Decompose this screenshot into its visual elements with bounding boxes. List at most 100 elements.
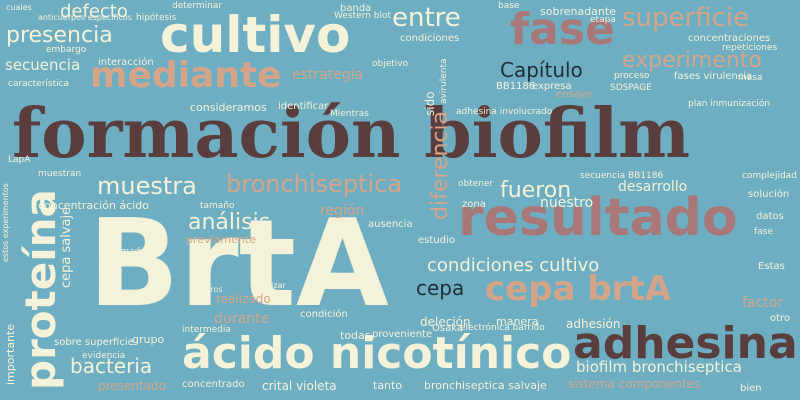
cloud-word: cuales: [6, 3, 32, 12]
cloud-word: experimento: [622, 48, 762, 73]
cloud-word: interacción: [98, 57, 154, 68]
cloud-word: avirulenta: [439, 58, 449, 104]
cloud-word: BrtA: [88, 195, 389, 334]
cloud-word: BB1186: [496, 81, 536, 92]
cloud-word: concentraciones: [688, 33, 771, 44]
cloud-word: resultado: [458, 188, 738, 248]
cloud-word: cultivo: [160, 6, 351, 64]
cloud-word: ausencia: [368, 219, 413, 230]
cloud-word: adhesina involucrado: [456, 107, 553, 117]
cloud-word: Estas: [758, 261, 785, 272]
cloud-word: deleción: [420, 315, 471, 329]
cloud-word: Western blot: [334, 11, 392, 21]
cloud-word: SDSPAGE: [610, 83, 652, 93]
cloud-word: expresa: [532, 81, 572, 92]
cloud-word: tanto: [373, 379, 403, 392]
cloud-word: plan inmunización: [688, 99, 771, 109]
cloud-word: factor: [742, 295, 784, 311]
cloud-word: embargo: [46, 45, 87, 55]
cloud-word: etapa: [590, 15, 616, 25]
cloud-word: concentración ácido: [38, 199, 149, 212]
cloud-word: todas: [340, 329, 371, 342]
cloud-word: adhesina: [573, 318, 798, 369]
cloud-word: grupo: [132, 333, 165, 346]
cloud-word: mediante: [90, 55, 282, 96]
cloud-word: electrónica barrido: [460, 323, 545, 333]
cloud-word: Capítulo: [500, 58, 583, 82]
cloud-word: sobre superficie: [54, 337, 134, 348]
cloud-word: Mientras: [330, 109, 369, 119]
cloud-word: fase: [754, 227, 773, 237]
cloud-word: presentado: [98, 379, 166, 393]
cloud-word: superficie: [622, 3, 750, 33]
cloud-word: tamaño: [200, 201, 235, 211]
cloud-word: solución: [748, 189, 790, 200]
cloud-word: desarrollo: [618, 179, 688, 195]
cloud-word: crital violeta: [262, 379, 337, 393]
cloud-word: zona: [462, 199, 486, 210]
cloud-word: sistema componentes: [568, 377, 701, 391]
cloud-word: muestran: [38, 169, 82, 179]
cloud-word: objetivo: [372, 59, 409, 69]
cloud-word: formación biofilm: [12, 94, 691, 174]
cloud-word: bien: [740, 383, 762, 394]
cloud-word: condición: [300, 309, 348, 320]
cloud-word: determinar: [172, 1, 223, 11]
cloud-word: masa: [738, 73, 763, 83]
cloud-word: presencia: [6, 23, 113, 48]
cloud-word: proceso: [614, 71, 650, 81]
cloud-word: concentrado: [182, 379, 245, 390]
cloud-word: secuencia BB1186: [580, 171, 664, 181]
cloud-word: formado: [108, 247, 146, 257]
cloud-word: fueron: [500, 178, 572, 203]
cloud-word: consideramos: [190, 101, 267, 114]
cloud-word: estos experimentos: [1, 183, 10, 262]
cloud-word: durante: [214, 311, 270, 327]
cloud-word: importante: [4, 323, 17, 385]
cloud-word: otro: [770, 313, 791, 324]
cloud-word: cepa: [416, 276, 465, 300]
cloud-word: complejidad: [742, 171, 797, 181]
cloud-word: sobrenadante: [540, 5, 616, 18]
cloud-word: muestra: [97, 172, 197, 200]
cloud-word: ácido nicotínico: [182, 328, 572, 379]
cloud-word: cepa brtA: [485, 269, 672, 309]
cloud-word: región: [320, 203, 365, 219]
cloud-word: sido: [423, 91, 437, 116]
cloud-word: fases virulencia: [674, 71, 753, 82]
cloud-word: proveniente: [372, 329, 433, 340]
cloud-word: realizado: [216, 292, 271, 306]
cloud-word: Osaka: [432, 323, 463, 334]
cloud-word: LapA: [8, 155, 31, 165]
cloud-word: hipótesis: [136, 13, 177, 23]
cloud-word: secuencia: [5, 56, 81, 74]
cloud-word: evidencia: [82, 351, 126, 361]
cloud-word: filtros: [200, 285, 223, 294]
cloud-word: previamente: [186, 233, 256, 246]
cloud-word: datos: [756, 211, 784, 222]
cloud-word: nuestro: [540, 195, 594, 211]
cloud-word: repeticiones: [722, 43, 778, 53]
cloud-word: anticuerpos específicos: [38, 13, 132, 22]
cloud-word: adhesión: [566, 317, 621, 331]
cloud-word: fase: [510, 4, 615, 55]
cloud-word: condiciones: [400, 33, 460, 44]
cloud-word: analizar: [254, 281, 286, 290]
cloud-word: entre: [392, 3, 461, 33]
cloud-word: bronchiseptica salvaje: [424, 379, 547, 392]
cloud-word: manera: [496, 315, 539, 328]
cloud-word: defecto: [60, 1, 128, 22]
cloud-word: condiciones cultivo: [427, 255, 600, 276]
cloud-word: característica: [8, 79, 70, 89]
cloud-word: proteína: [16, 189, 65, 390]
cloud-word: biofilm bronchiseptica: [576, 358, 742, 376]
cloud-word: estudio: [418, 235, 455, 246]
cloud-word: identificar: [278, 101, 329, 112]
cloud-word: intermedia: [182, 325, 231, 335]
cloud-word: bronchiseptica: [226, 170, 403, 198]
cloud-word: banda: [340, 3, 372, 14]
cloud-word: base: [498, 1, 520, 11]
cloud-word: cepa salvaje: [59, 206, 74, 288]
cloud-word: bacteria: [70, 354, 153, 378]
